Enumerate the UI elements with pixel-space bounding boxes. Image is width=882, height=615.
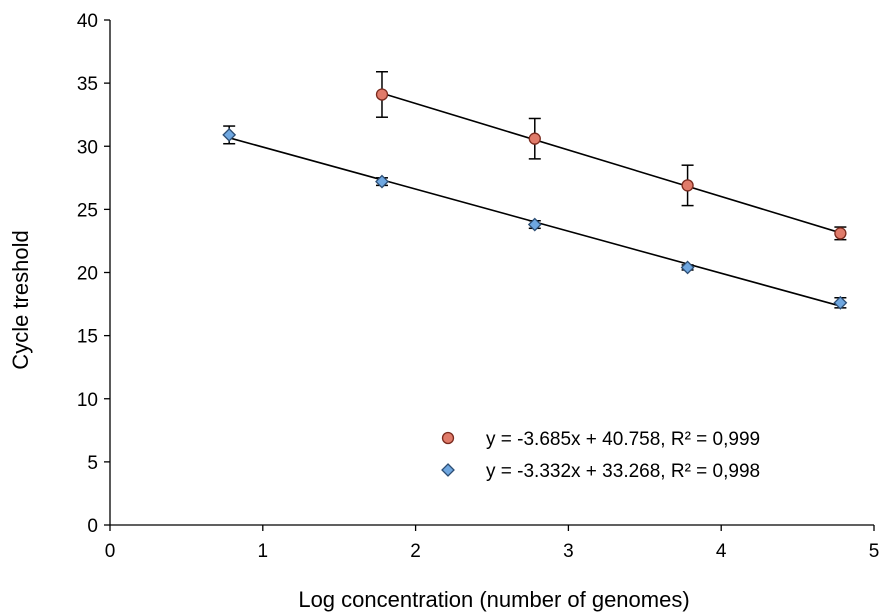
y-tick-label: 10 [77, 390, 98, 411]
x-tick-label: 1 [258, 541, 269, 562]
y-tick-label: 0 [87, 516, 98, 537]
legend-label-series-2: y = -3.332x + 33.268, R² = 0,998 [486, 461, 760, 482]
x-tick-label: 5 [869, 541, 880, 562]
y-tick-label: 35 [77, 74, 98, 95]
data-point-series-1 [834, 227, 847, 240]
x-axis-title: Log concentration (number of genomes) [298, 587, 689, 612]
axes: 0 5 10 15 20 25 30 35 40 0 1 2 3 4 5 [77, 11, 879, 562]
data-point-series-1 [528, 132, 541, 145]
y-axis-title: Cycle treshold [8, 230, 33, 369]
x-tick-label: 2 [410, 541, 421, 562]
data-points [222, 88, 848, 310]
x-tick-label: 4 [716, 541, 727, 562]
y-tick-label: 25 [77, 200, 98, 221]
x-tick-label: 3 [563, 541, 574, 562]
data-point-series-1 [375, 88, 389, 101]
y-tick-label: 20 [77, 264, 98, 285]
data-point-series-2 [833, 295, 848, 310]
error-bars [223, 71, 847, 309]
data-point-series-2 [375, 174, 389, 189]
fit-line-series-1 [381, 92, 841, 234]
legend-marker-series-1 [441, 431, 455, 445]
data-point-series-1 [681, 179, 694, 192]
data-point-series-2 [527, 217, 542, 232]
data-point-series-2 [680, 260, 695, 275]
y-tick-label: 5 [87, 453, 98, 474]
x-tick-label: 0 [105, 541, 116, 562]
legend-marker-series-2 [441, 463, 455, 477]
y-tick-label: 30 [77, 137, 98, 158]
legend: y = -3.685x + 40.758, R² = 0,999 y = -3.3… [441, 429, 760, 482]
data-point-series-2 [222, 127, 237, 142]
y-tick-label: 40 [77, 11, 98, 32]
y-tick-label: 15 [77, 327, 98, 348]
legend-label-series-1: y = -3.685x + 40.758, R² = 0,999 [486, 429, 760, 450]
